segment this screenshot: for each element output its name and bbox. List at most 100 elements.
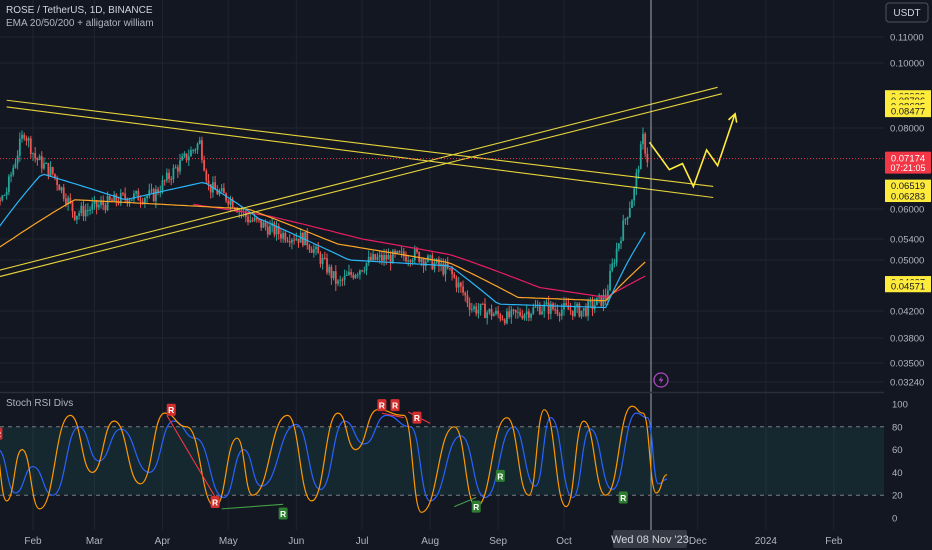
candle-body bbox=[396, 251, 399, 254]
candle-body bbox=[492, 313, 495, 317]
candle-body bbox=[216, 189, 219, 195]
candle-body bbox=[40, 156, 43, 169]
candle-body bbox=[170, 178, 173, 180]
candle-body bbox=[442, 263, 445, 275]
candle-body bbox=[43, 163, 45, 169]
candle-body bbox=[12, 167, 15, 175]
candle-body bbox=[62, 187, 65, 199]
candle-body bbox=[413, 249, 416, 261]
candle-body bbox=[512, 309, 515, 311]
trendline[interactable] bbox=[6, 99, 714, 188]
candle-body bbox=[128, 200, 131, 204]
candle-body bbox=[387, 255, 390, 260]
currency-button[interactable]: USDT bbox=[885, 2, 929, 23]
candle-body bbox=[7, 176, 10, 193]
candle-body bbox=[1, 195, 4, 201]
candle-body bbox=[451, 268, 453, 275]
crosshair-date-label: Wed 08 Nov '23 bbox=[611, 530, 689, 548]
candle-body bbox=[359, 270, 361, 275]
candle-body bbox=[45, 163, 48, 165]
candle-body bbox=[310, 249, 313, 253]
candle-body bbox=[490, 309, 493, 317]
bearish-divergence-badge bbox=[390, 399, 400, 412]
candle-body bbox=[633, 188, 636, 201]
projection-arrowhead[interactable] bbox=[727, 112, 738, 123]
candle-body bbox=[214, 182, 217, 190]
candle-body bbox=[93, 200, 96, 204]
bearish-divergence-text: R bbox=[168, 405, 174, 415]
stoch-tick-label: 20 bbox=[892, 491, 903, 502]
candle-body bbox=[185, 153, 188, 161]
crosshair-date-text: Wed 08 Nov '23 bbox=[611, 534, 689, 546]
bearish-divergence-text: R bbox=[414, 413, 420, 423]
candle-body bbox=[527, 311, 530, 318]
candle-body bbox=[547, 302, 550, 314]
candle-body bbox=[152, 189, 155, 202]
projection-path[interactable] bbox=[648, 113, 736, 189]
candle-body bbox=[337, 280, 339, 284]
candle-body bbox=[448, 268, 451, 270]
time-tick-label: Feb bbox=[825, 536, 843, 547]
time-axis[interactable] bbox=[0, 530, 884, 550]
candle-body bbox=[25, 138, 28, 141]
candle-body bbox=[49, 167, 52, 176]
candle-body bbox=[91, 203, 94, 210]
price-tick-label: 0.05400 bbox=[890, 235, 924, 246]
candle-body bbox=[383, 254, 385, 261]
bullish-divergence-badge bbox=[618, 491, 628, 504]
candle-body bbox=[348, 271, 350, 275]
stoch-rsi-legend[interactable]: Stoch RSI Divs bbox=[6, 398, 73, 409]
candle-body bbox=[51, 167, 54, 174]
candle-body bbox=[595, 297, 598, 306]
price-tick-label: 0.03800 bbox=[890, 334, 924, 345]
candle-body bbox=[255, 217, 258, 220]
candle-body bbox=[122, 193, 124, 195]
candle-body bbox=[343, 275, 346, 281]
stoch-rsi-lines bbox=[0, 405, 668, 513]
candle-body bbox=[369, 256, 372, 260]
candle-body bbox=[73, 211, 76, 220]
bullish-divergence-badge bbox=[278, 507, 288, 520]
current-price-badge bbox=[885, 151, 931, 174]
candle-body bbox=[148, 190, 151, 196]
candle-body bbox=[315, 246, 317, 250]
stoch-tick-label: 100 bbox=[892, 400, 908, 411]
candle-body bbox=[247, 216, 249, 223]
candle-body bbox=[475, 306, 478, 314]
trendlines[interactable] bbox=[0, 86, 723, 288]
candle-body bbox=[646, 153, 649, 163]
candle-body bbox=[510, 309, 513, 318]
price-highlight-text: 0.06519 bbox=[891, 181, 925, 192]
candle-body bbox=[356, 274, 359, 276]
candle-body bbox=[67, 197, 70, 205]
trendline[interactable] bbox=[0, 93, 723, 288]
lightning-icon[interactable] bbox=[653, 372, 669, 388]
bullish-divergence-text: R bbox=[473, 502, 479, 512]
candle-body bbox=[613, 262, 616, 264]
candle-body bbox=[374, 254, 377, 260]
ema200-line bbox=[193, 203, 646, 299]
candle-body bbox=[36, 158, 39, 161]
candle-body bbox=[14, 163, 17, 168]
candle-body bbox=[3, 195, 6, 197]
price-tick-label: 0.03240 bbox=[890, 378, 924, 389]
candle-body bbox=[624, 219, 627, 221]
candle-body bbox=[560, 309, 563, 316]
candle-body bbox=[525, 311, 528, 315]
symbol-title[interactable]: ROSE / TetherUS, 1D, BINANCE bbox=[6, 5, 153, 16]
indicator-legend[interactable]: EMA 20/50/200 + alligator william bbox=[6, 18, 154, 29]
candle-body bbox=[5, 192, 8, 196]
candle-body bbox=[183, 153, 186, 157]
candle-body bbox=[139, 200, 142, 202]
candle-body bbox=[227, 200, 230, 205]
candle-body bbox=[556, 309, 559, 314]
trendline[interactable] bbox=[0, 86, 718, 281]
trendline[interactable] bbox=[6, 106, 714, 199]
candle-body bbox=[549, 303, 552, 314]
candle-body bbox=[433, 262, 436, 270]
candle-body bbox=[29, 138, 32, 154]
price-projection[interactable] bbox=[648, 112, 738, 189]
candle-body bbox=[571, 310, 574, 317]
